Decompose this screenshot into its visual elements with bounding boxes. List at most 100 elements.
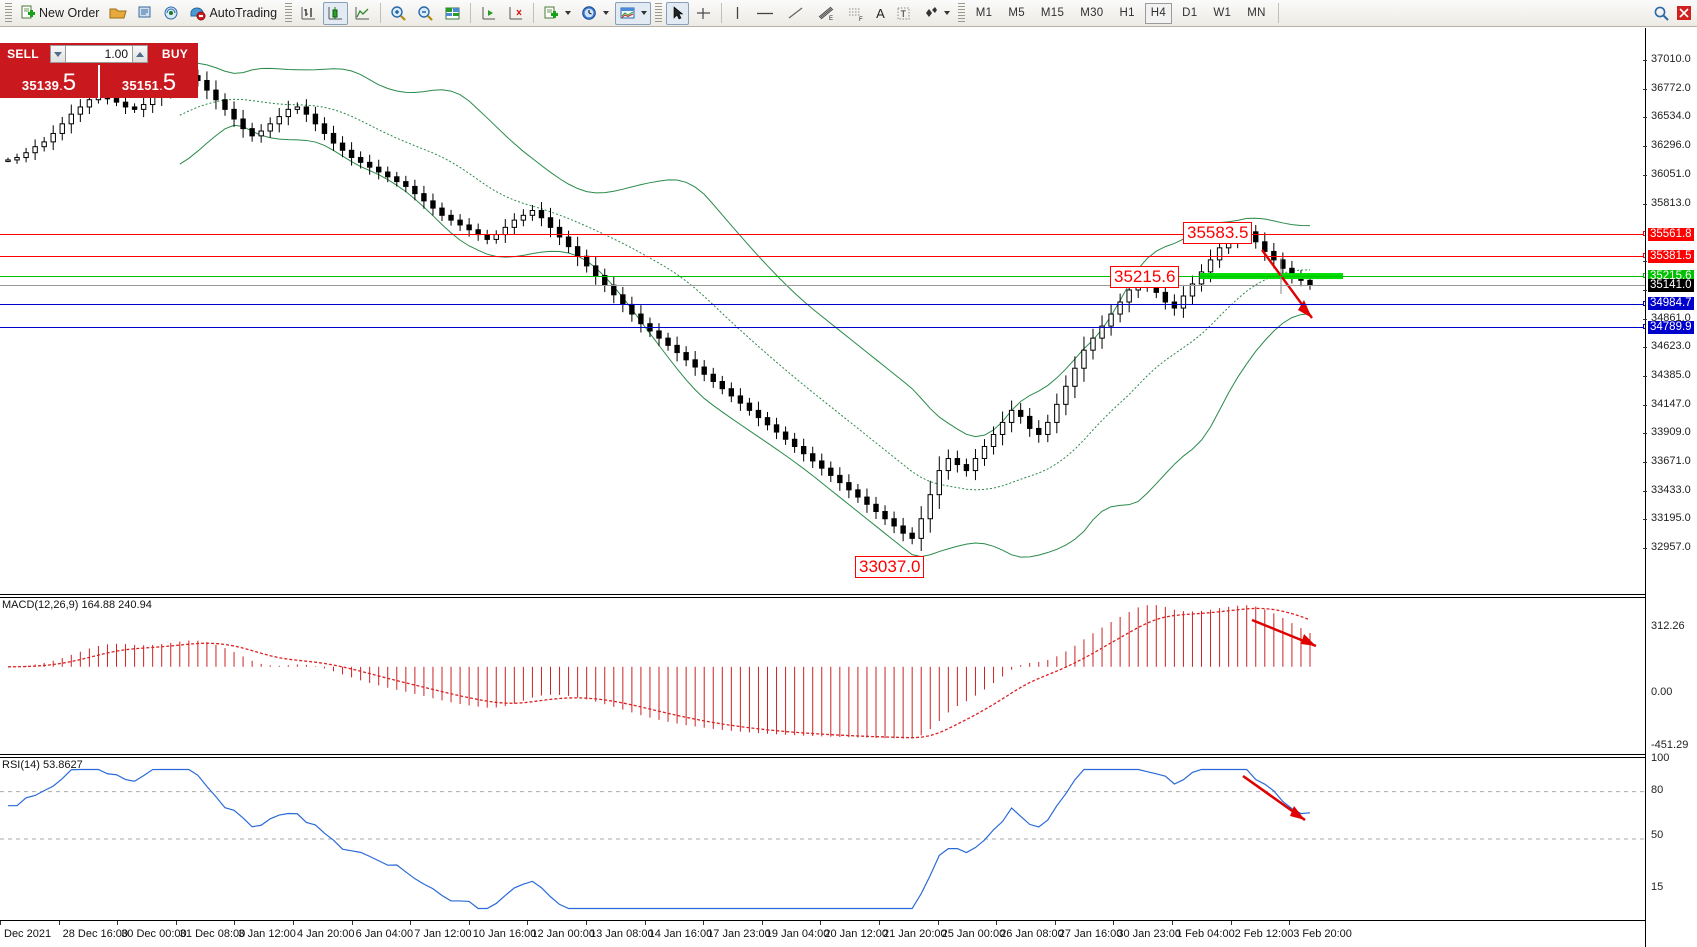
sell-price[interactable]: 35139 . 5 [0, 65, 98, 98]
price-tick-label: 34385.0 [1651, 369, 1691, 382]
toolbar-grip-2[interactable] [285, 2, 293, 24]
current-price-tag[interactable]: 35141.0 [1648, 278, 1694, 292]
price-pane[interactable]: 35583.5 35215.6 33037.0 [0, 28, 1648, 594]
resistance-level-2-line[interactable] [0, 256, 1645, 258]
text-button[interactable]: A [872, 2, 889, 25]
text-label-button[interactable]: T [891, 2, 916, 25]
rsi-tick-label: 100 [1651, 752, 1670, 764]
autotrading-button[interactable]: AutoTrading [185, 2, 281, 25]
chevron-down-icon [54, 51, 62, 57]
rsi-tick-label: 50 [1651, 829, 1664, 841]
support-level-green-line[interactable] [0, 276, 1645, 278]
resistance-level-1[interactable]: 35561.8 [1648, 227, 1694, 241]
volume-decrement-button[interactable] [50, 45, 66, 63]
crosshair-icon [697, 7, 711, 19]
indicators-button[interactable] [539, 2, 575, 25]
time-axis[interactable]: Dec 2021 28 Dec 16:00 30 Dec 00:00 31 Dec 0… [0, 920, 1645, 947]
support-level-blue-1[interactable]: 34984.7 [1648, 297, 1694, 311]
period-button[interactable] [577, 2, 613, 25]
data-window-button[interactable] [440, 2, 465, 25]
sell-price-main: 35139 [21, 78, 60, 93]
support-level-blue-2[interactable]: 34789.9 [1648, 320, 1694, 334]
folder-button[interactable] [105, 2, 131, 25]
price-tick-label: 34623.0 [1651, 340, 1691, 353]
time-tick [586, 921, 587, 925]
templates-caret-icon[interactable] [641, 11, 648, 15]
timeframe-d1[interactable]: D1 [1182, 7, 1198, 19]
cursor-button[interactable] [666, 1, 690, 25]
toolbar-grip-4[interactable] [957, 2, 965, 24]
support-level-blue-1-line[interactable] [0, 303, 1645, 305]
new-order-button[interactable]: New Order [16, 2, 103, 25]
toolbar-separator-4 [721, 3, 723, 23]
vertical-line-icon [736, 6, 739, 19]
chart-shift-button[interactable] [476, 2, 501, 25]
time-label: 21 Jan 20:00 [883, 928, 947, 940]
pane-separator-2[interactable] [0, 754, 1697, 758]
timeframe-m15[interactable]: M15 [1040, 7, 1065, 19]
candlestick-chart-button[interactable] [323, 1, 349, 25]
signals-button[interactable] [159, 2, 183, 25]
timeframe-h4[interactable]: H4 [1144, 2, 1173, 24]
time-label: 27 Jan 16:00 [1058, 928, 1123, 940]
time-tick [1054, 921, 1056, 925]
current-price-line [0, 285, 1645, 287]
templates-icon [620, 7, 635, 18]
one-click-trading-panel[interactable]: SELL 1.00 BUY 35139 . 5 35151 . 5 [0, 43, 198, 98]
timeframe-w1[interactable]: W1 [1213, 7, 1232, 19]
clock-icon [582, 5, 596, 20]
toolbar-grip[interactable] [5, 2, 12, 24]
horizontal-line-button[interactable] [750, 2, 780, 25]
annotation-35215[interactable]: 35215.6 [1110, 266, 1180, 289]
buy-price[interactable]: 35151 . 5 [98, 65, 198, 98]
toolbar-right-group [1653, 5, 1697, 21]
volume-input[interactable]: 1.00 [66, 45, 132, 63]
trendline-button[interactable] [782, 2, 810, 25]
resistance-level-2[interactable]: 35381.5 [1648, 249, 1694, 263]
timeframe-mn[interactable]: MN [1247, 7, 1266, 19]
buy-button[interactable]: BUY [152, 43, 198, 65]
timeframe-m5[interactable]: M5 [1008, 7, 1025, 19]
volume-increment-button[interactable] [132, 45, 148, 63]
fibonacci-button[interactable]: F [842, 2, 870, 25]
zoom-out-button[interactable] [413, 2, 438, 25]
templates-button[interactable] [615, 1, 652, 25]
buy-price-last: 5 [162, 69, 177, 96]
shapes-button[interactable] [918, 2, 954, 25]
timeframe-m30[interactable]: M30 [1080, 7, 1104, 19]
annotation-35583[interactable]: 35583.5 [1183, 221, 1253, 244]
toolbar-separator-2 [470, 3, 472, 23]
equidistant-channel-button[interactable]: E [812, 2, 840, 25]
bar-chart-button[interactable] [296, 2, 321, 25]
time-tick [0, 921, 1, 925]
volume-control[interactable]: 1.00 [46, 43, 152, 65]
price-chart-canvas [5, 62, 1343, 558]
price-axis[interactable]: 37010.0 36772.0 36534.0 36296.0 36051.0 35813… [1643, 28, 1697, 947]
rsi-pane[interactable]: RSI(14) 53.8627 [0, 758, 1645, 920]
auto-scroll-button[interactable] [503, 2, 528, 25]
chart-area[interactable]: 35583.5 35215.6 33037.0 MACD(12,26,9) 164.… [0, 28, 1697, 947]
resistance-level-1-line[interactable] [0, 234, 1645, 236]
annotation-33037[interactable]: 33037.0 [855, 556, 925, 578]
zoom-in-button[interactable] [386, 2, 411, 25]
period-caret-icon[interactable] [603, 11, 610, 15]
indicators-caret-icon[interactable] [565, 11, 572, 15]
support-level-blue-2-line[interactable] [0, 327, 1645, 329]
pane-separator-1[interactable] [0, 594, 1697, 598]
time-label: 7 Jan 12:00 [414, 928, 472, 940]
search-icon[interactable] [1653, 5, 1671, 21]
toolbar-grip-3[interactable] [655, 2, 663, 24]
close-icon[interactable] [1675, 5, 1693, 21]
terminal-button[interactable] [133, 2, 157, 25]
sell-button[interactable]: SELL [0, 43, 46, 65]
line-chart-button[interactable] [350, 2, 375, 25]
crosshair-button[interactable] [691, 2, 716, 25]
time-label: 1 Feb 04:00 [1176, 928, 1235, 940]
timeframe-m1[interactable]: M1 [975, 7, 993, 19]
vertical-line-button[interactable] [727, 2, 748, 25]
shapes-caret-icon[interactable] [943, 11, 950, 15]
timeframe-h1[interactable]: H1 [1119, 7, 1135, 19]
zoom-in-icon [391, 5, 406, 21]
time-tick [117, 921, 119, 925]
macd-pane[interactable]: MACD(12,26,9) 164.88 240.94 [0, 598, 1645, 754]
